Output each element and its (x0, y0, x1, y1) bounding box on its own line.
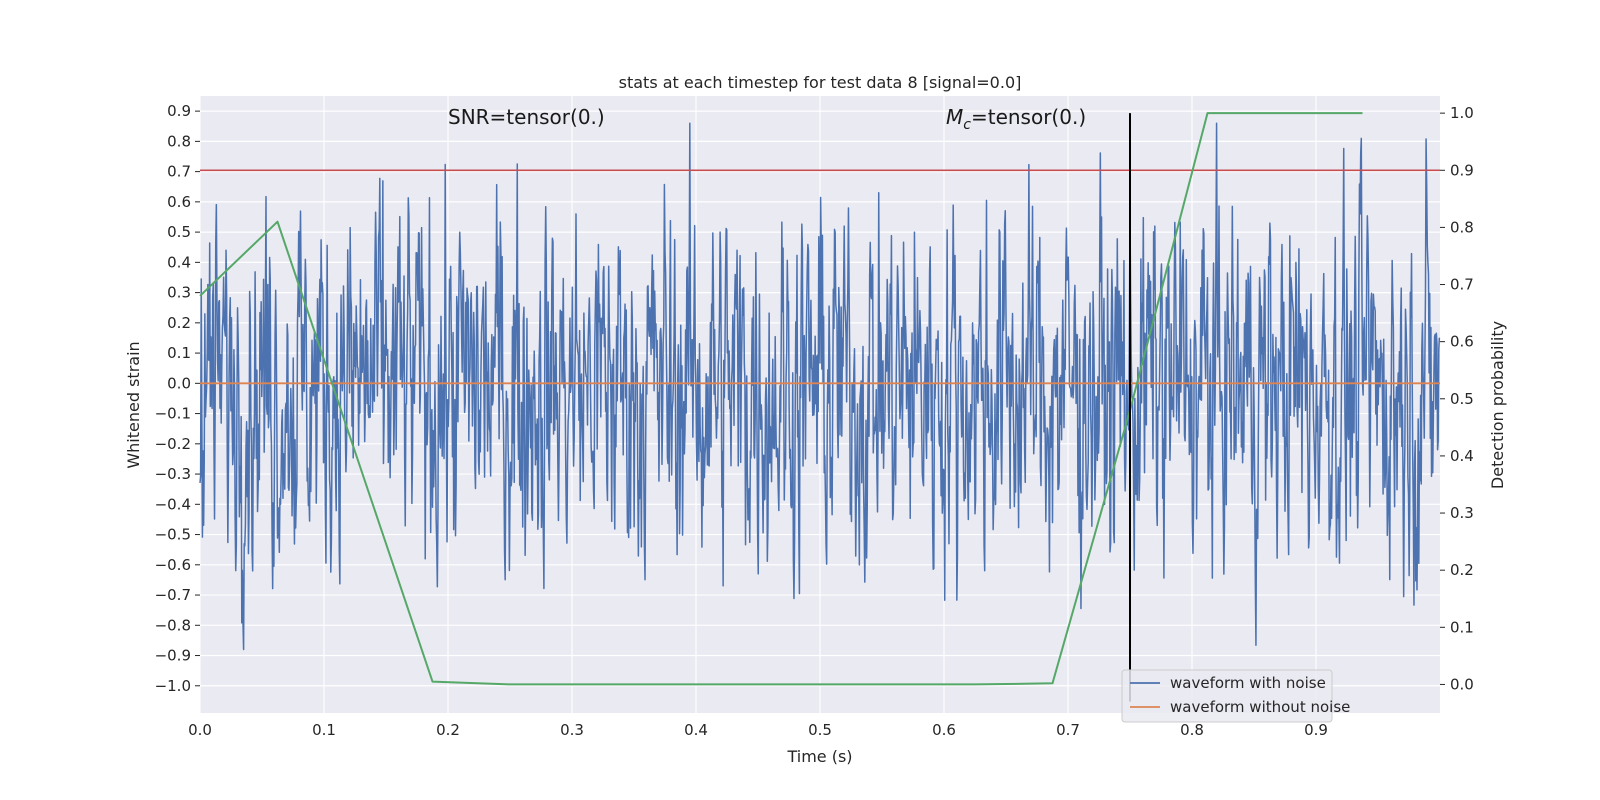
legend-label-noise: waveform with noise (1170, 674, 1326, 692)
y-right-tick-label: 0.4 (1450, 447, 1474, 465)
y-left-axis-label: Whitened strain (124, 341, 143, 468)
y-left-tick-label: 0.0 (167, 374, 191, 392)
mc-value: =tensor(0.) (971, 105, 1086, 129)
x-tick-label: 0.6 (932, 721, 956, 739)
y-right-ticks: 1.0 0.9 0.8 0.7 0.6 0.5 0.4 0.3 0.2 0.1 0.0 (1440, 104, 1474, 693)
mc-subscript: c (963, 117, 971, 133)
y-left-tick-label: 0.9 (167, 102, 191, 120)
y-left-tick-label: −0.2 (155, 435, 191, 453)
y-left-tick-label: 0.3 (167, 284, 191, 302)
x-tick-label: 0.5 (808, 721, 832, 739)
y-right-tick-label: 0.0 (1450, 675, 1474, 693)
y-left-tick-label: −1.0 (155, 677, 191, 695)
y-right-tick-label: 0.1 (1450, 618, 1474, 636)
x-tick-label: 0.7 (1056, 721, 1080, 739)
y-right-tick-label: 0.5 (1450, 390, 1474, 408)
y-right-tick-label: 0.9 (1450, 161, 1474, 179)
y-left-tick-label: 0.5 (167, 223, 191, 241)
x-tick-label: 0.2 (436, 721, 460, 739)
y-left-tick-label: 0.8 (167, 132, 191, 150)
snr-annotation: SNR=tensor(0.) (448, 105, 605, 129)
y-right-tick-label: 0.6 (1450, 333, 1474, 351)
y-left-tick-label: −0.1 (155, 405, 191, 423)
legend-label-clean: waveform without noise (1170, 698, 1350, 716)
x-ticks: 0.0 0.1 0.2 0.3 0.4 0.5 0.6 0.7 0.8 0.9 (188, 721, 1328, 739)
y-right-tick-label: 0.3 (1450, 504, 1474, 522)
y-left-tick-label: −0.9 (155, 647, 191, 665)
y-left-tick-label: 0.6 (167, 193, 191, 211)
y-right-axis-label: Detection probability (1488, 321, 1507, 489)
x-tick-label: 0.1 (312, 721, 336, 739)
chart-title: stats at each timestep for test data 8 [… (619, 73, 1022, 92)
y-left-tick-label: −0.5 (155, 526, 191, 544)
y-left-ticks: 0.9 0.8 0.7 0.6 0.5 0.4 0.3 0.2 0.1 0.0 −0.1 −0.2 −0… (155, 102, 200, 695)
y-right-tick-label: 0.8 (1450, 218, 1474, 236)
y-left-tick-label: −0.8 (155, 616, 191, 634)
y-left-tick-label: −0.7 (155, 586, 191, 604)
x-tick-label: 0.4 (684, 721, 708, 739)
mc-annotation: Mc=tensor(0.) (946, 105, 1086, 133)
mc-symbol: M (946, 105, 963, 129)
y-left-tick-label: 0.4 (167, 253, 191, 271)
x-tick-label: 0.8 (1180, 721, 1204, 739)
y-left-tick-label: 0.1 (167, 344, 191, 362)
data-layer (199, 112, 1441, 702)
legend-box (1121, 669, 1333, 723)
y-right-tick-label: 0.2 (1450, 561, 1474, 579)
y-left-tick-label: 0.7 (167, 163, 191, 181)
x-tick-label: 0.9 (1304, 721, 1328, 739)
x-tick-label: 0.0 (188, 721, 212, 739)
y-right-tick-label: 0.7 (1450, 276, 1474, 294)
y-left-tick-label: −0.4 (155, 495, 191, 513)
x-axis-label: Time (s) (786, 747, 852, 766)
y-left-tick-label: −0.6 (155, 556, 191, 574)
y-left-tick-label: 0.2 (167, 314, 191, 332)
series-waveform-with-noise (199, 122, 1441, 651)
y-left-tick-label: −0.3 (155, 465, 191, 483)
legend: waveform with noise waveform without noi… (1121, 669, 1350, 723)
series-detection-probability (199, 112, 1363, 686)
y-right-tick-label: 1.0 (1450, 104, 1474, 122)
x-tick-label: 0.3 (560, 721, 584, 739)
